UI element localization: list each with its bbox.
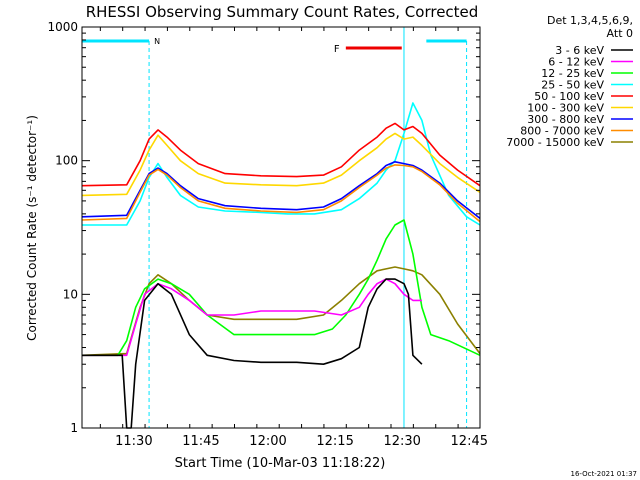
legend-entry-label: 6 - 12 keV	[548, 56, 604, 69]
series-line	[82, 219, 481, 357]
legend-header: Det 1,3,4,5,6,9,	[547, 14, 633, 27]
series-line	[81, 164, 481, 223]
plot-frame	[81, 26, 481, 429]
night-label: N	[154, 37, 160, 46]
series-line	[82, 278, 423, 429]
legend-entry-label: 12 - 25 keV	[541, 67, 604, 80]
x-tick-label: 12:45	[451, 434, 488, 449]
y-tick-label: 1000	[47, 20, 78, 34]
x-tick-label: 12:30	[383, 434, 420, 449]
legend-entry-label: 7000 - 15000 keV	[506, 136, 604, 149]
legend-entry-label: 25 - 50 keV	[541, 79, 604, 92]
legend-header: Att 0	[607, 27, 633, 40]
series-line	[81, 161, 481, 220]
legend-entry-label: 100 - 300 keV	[527, 102, 604, 115]
x-axis-label: Start Time (10-Mar-03 11:18:22)	[175, 456, 386, 471]
series-line	[82, 102, 481, 226]
y-axis-ticks: 1 10 100 1000	[47, 20, 480, 435]
legend-entry-label: 3 - 6 keV	[555, 44, 604, 57]
y-tick-label: 10	[63, 287, 78, 301]
series-line	[81, 122, 481, 187]
x-tick-label: 12:15	[316, 434, 353, 449]
x-axis-ticks: 11:30 11:45 12:00 12:15 12:30 12:45	[99, 27, 488, 449]
legend-entry-label: 300 - 800 keV	[527, 113, 604, 126]
x-tick-label: 12:00	[249, 434, 286, 449]
y-tick-label: 1	[70, 421, 78, 435]
legend-entry-label: 50 - 100 keV	[534, 90, 604, 103]
x-tick-label: 11:45	[182, 434, 219, 449]
plot-area: NF	[81, 27, 481, 429]
series-line	[82, 278, 422, 357]
y-tick-label: 100	[55, 154, 78, 168]
flare-label: F	[334, 44, 340, 55]
chart-title: RHESSI Observing Summary Count Rates, Co…	[86, 3, 479, 21]
timestamp: 16-Oct-2021 01:37	[571, 470, 637, 478]
series-line	[81, 266, 481, 357]
series-line	[81, 132, 481, 197]
x-tick-label: 11:30	[115, 434, 152, 449]
y-axis-label: Corrected Count Rate (s⁻¹ detector⁻¹)	[25, 115, 39, 341]
legend-entry-label: 800 - 7000 keV	[520, 125, 604, 138]
